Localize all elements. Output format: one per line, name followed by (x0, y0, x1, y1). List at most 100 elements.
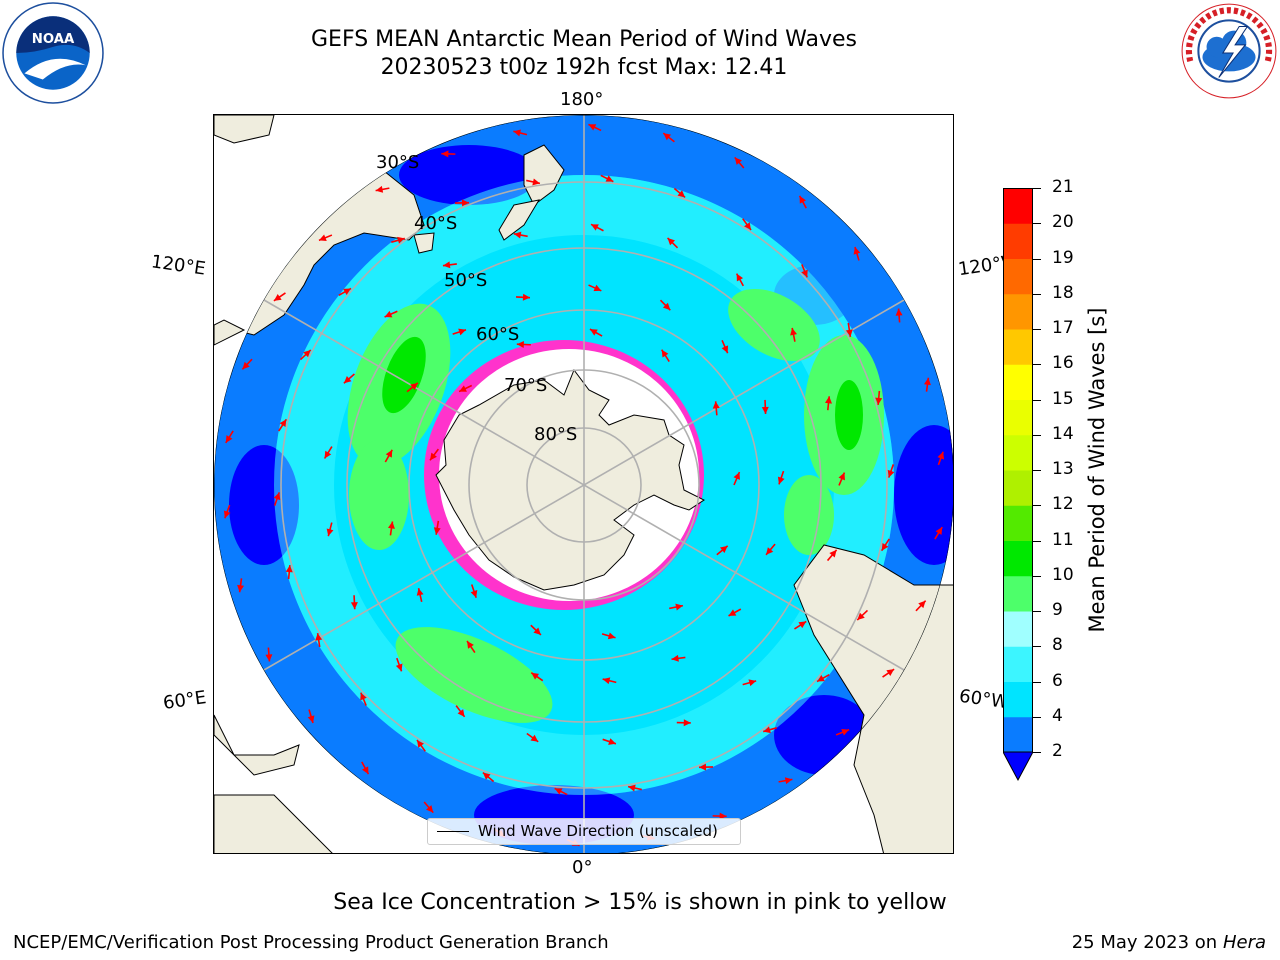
wind-wave-arrow (590, 223, 604, 232)
colorbar-segment (1003, 434, 1033, 471)
colorbar-segment (1003, 681, 1033, 718)
wind-wave-arrow (423, 801, 434, 814)
footer-date: 25 May 2023 on Hera (1072, 932, 1266, 953)
colorbar-segment (1003, 188, 1033, 224)
colorbar-segment (1003, 470, 1033, 506)
wind-wave-arrow (516, 340, 531, 348)
wind-wave-arrow (273, 292, 286, 302)
colorbar-tick-label: 9 (1052, 600, 1063, 620)
colorbar-tick-mark (1033, 434, 1041, 436)
wind-wave-arrow (326, 522, 334, 537)
colorbar-tick-mark (1033, 752, 1041, 753)
wind-wave-arrow (676, 719, 691, 727)
colorbar-tick-label: 19 (1052, 247, 1074, 268)
wind-wave-arrow (323, 446, 333, 459)
colorbar-tick-mark (1033, 575, 1041, 577)
wind-wave-arrow (835, 728, 850, 736)
wind-wave-arrow (721, 339, 729, 354)
wind-wave-arrow (875, 390, 883, 405)
footer-date-text: 25 May 2023 on (1071, 932, 1218, 953)
lon-label-120e: 120°E (149, 251, 207, 280)
wind-wave-arrow (880, 538, 890, 552)
colorbar-tick-label: 16 (1052, 353, 1074, 374)
wind-wave-arrow (513, 129, 528, 137)
wind-wave-arrow (669, 603, 684, 611)
wind-wave-arrow (375, 185, 390, 193)
wind-wave-arrow (515, 293, 531, 301)
wind-wave-arrow (816, 673, 830, 683)
wind-wave-arrow (627, 784, 642, 792)
wind-wave-arrow (343, 373, 355, 384)
wind-wave-arrow (384, 310, 398, 318)
lon-label-180: 180° (560, 89, 604, 110)
wind-wave-arrow (801, 264, 808, 278)
wind-wave-arrow (698, 763, 714, 771)
wind-wave-arrow (765, 543, 776, 556)
wind-wave-arrow (455, 705, 466, 718)
new-zealand-north (523, 144, 565, 206)
colorbar-tick-label: 17 (1052, 318, 1074, 338)
colorbar-tick-mark (1033, 611, 1041, 612)
colorbar-segment (1003, 329, 1033, 365)
wind-wave-arrow (826, 549, 838, 562)
footer-credit: NCEP/EMC/Verification Post Processing Pr… (13, 932, 609, 953)
wind-wave-arrow (853, 246, 861, 261)
wind-wave-arrow (742, 218, 752, 231)
wind-wave-arrow (602, 738, 617, 745)
wind-wave-arrow (790, 327, 797, 342)
colorbar-tick-label: 6 (1052, 670, 1063, 691)
colorbar-tick-label: 2 (1052, 741, 1063, 761)
wind-wave-arrow (712, 401, 720, 416)
wind-wave-arrow (666, 237, 679, 249)
wind-wave-arrow (530, 672, 544, 682)
wind-wave-arrow (395, 657, 403, 672)
wind-wave-arrow (441, 150, 456, 158)
map-legend: Wind Wave Direction (unscaled) (427, 818, 741, 845)
wind-wave-arrow (265, 647, 273, 662)
wind-wave-arrow (659, 299, 671, 311)
wind-wave-arrow (513, 231, 528, 239)
wind-wave-direction-arrows (223, 123, 945, 847)
tasmania (413, 232, 435, 254)
wind-wave-arrow (454, 199, 470, 207)
lon-label-60e: 60°E (161, 687, 208, 714)
wind-wave-arrow (934, 526, 943, 540)
wind-wave-arrow (588, 123, 602, 132)
wind-wave-arrow (452, 328, 467, 336)
colorbar-tick-mark (1033, 223, 1041, 225)
colorbar-segment (1003, 646, 1033, 682)
wind-wave-arrow (716, 545, 729, 556)
wind-wave-arrow (588, 284, 602, 292)
wind-wave-arrow (442, 261, 457, 269)
colorbar-tick-mark (1033, 364, 1041, 366)
wind-wave-arrow (937, 451, 945, 466)
wind-wave-arrow (416, 588, 424, 603)
wind-wave-arrow (856, 609, 869, 621)
antarctica-landmass (435, 368, 705, 591)
colorbar-segment (1003, 575, 1033, 612)
wind-wave-arrow (273, 492, 281, 506)
wind-wave-arrow (661, 349, 670, 362)
colorbar-segment (1003, 293, 1033, 330)
wind-wave-arrow (845, 322, 853, 337)
wind-wave-arrow (318, 234, 333, 242)
colorbar-tick-mark (1033, 681, 1041, 683)
wind-wave-arrow (662, 132, 675, 143)
wind-wave-arrow (742, 679, 757, 687)
colorbar-tick-label: 12 (1052, 494, 1074, 515)
colorbar-tick-mark (1033, 716, 1041, 718)
colorbar-label: Mean Period of Wind Waves [s] (1085, 307, 1109, 633)
wind-wave-arrow (406, 382, 419, 393)
wind-wave-arrow (278, 418, 288, 432)
wind-wave-arrow (223, 504, 231, 519)
lat-label-50s: 50°S (444, 270, 488, 291)
nws-logo (1180, 2, 1278, 100)
colorbar-tick-mark (1033, 505, 1041, 507)
wind-wave-arrow (466, 640, 476, 654)
footer-host: Hera (1222, 932, 1266, 953)
colorbar-segment (1003, 364, 1033, 400)
svg-text:NOAA: NOAA (32, 32, 75, 47)
wind-wave-arrow (360, 692, 367, 706)
colorbar-segment (1003, 716, 1033, 753)
colorbar-tick-label: 11 (1052, 529, 1074, 550)
